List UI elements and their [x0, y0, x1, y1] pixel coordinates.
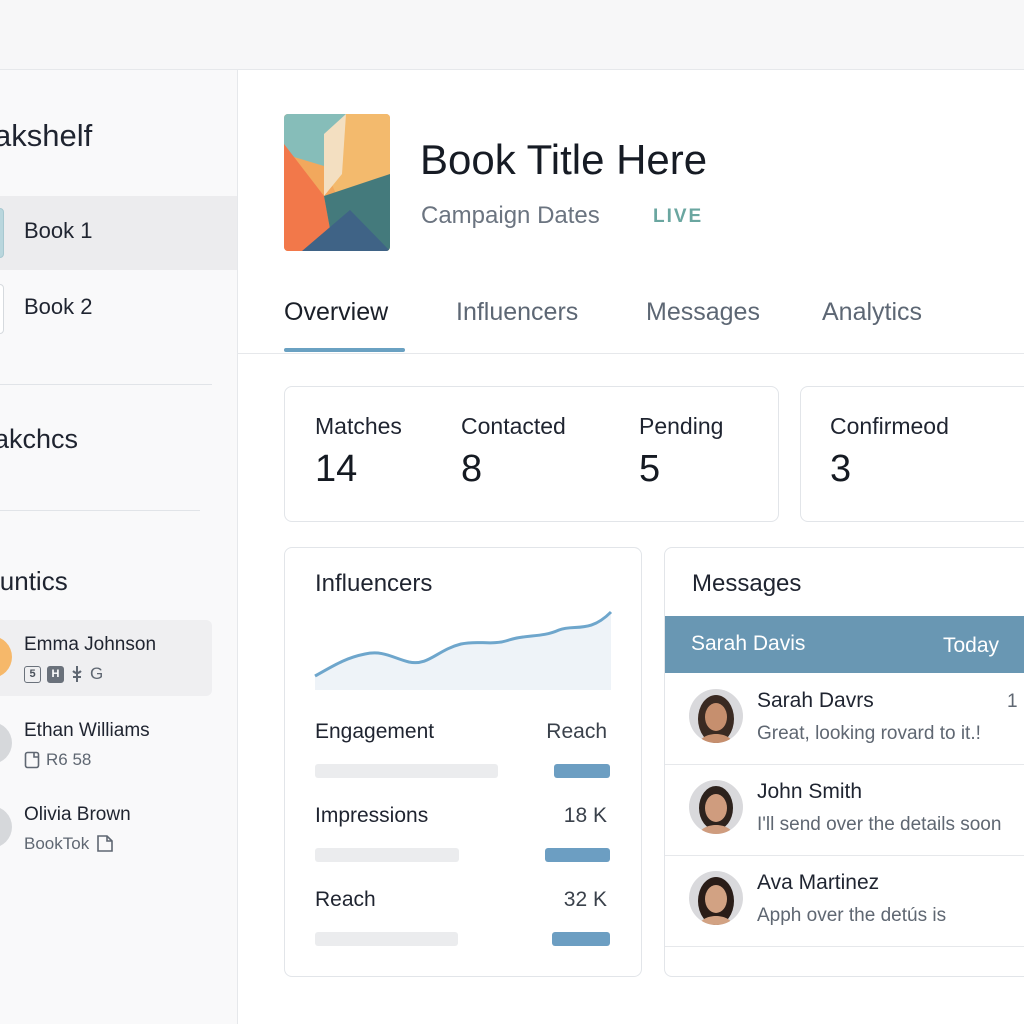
chip-icon: 5: [24, 665, 41, 683]
avatar: [0, 806, 12, 848]
metric-value-engagement: Reach: [546, 720, 607, 743]
campaign-dates: Campaign Dates: [421, 202, 600, 229]
message-item[interactable]: Sarah Davrs Great, looking rovard to it.…: [665, 675, 1024, 765]
page-title: Book Title Here: [420, 136, 708, 183]
book-thumbnail-icon: [0, 208, 4, 258]
sidebar-influencer-olivia-brown[interactable]: Olivia Brown BookTok: [0, 790, 212, 866]
sidebar-divider: [0, 384, 212, 385]
document-icon: [24, 751, 40, 769]
stat-contacted: Contacted 8: [461, 413, 566, 491]
influencer-name: Olivia Brown: [24, 804, 131, 825]
avatar: [689, 780, 743, 834]
metric-track: [315, 848, 459, 862]
metric-track: [315, 932, 458, 946]
metric-bar-impressions: [545, 848, 610, 862]
stat-label: Pending: [639, 413, 724, 439]
influencer-meta-text: BookTok: [24, 834, 90, 853]
avatar: [689, 871, 743, 925]
message-thread-header[interactable]: Sarah Davis Today: [665, 616, 1024, 673]
stat-label: Confirmeod: [830, 413, 949, 439]
thread-timestamp: Today: [943, 634, 1000, 657]
stat-value: 5: [639, 448, 661, 490]
stat-value: 14: [315, 448, 358, 490]
status-badge: LIVE: [653, 206, 704, 227]
book-thumbnail-icon: [0, 284, 4, 334]
file-icon: [97, 835, 114, 852]
sidebar: akshelf Book 1 Book 2 akchcs luntics Emm…: [0, 70, 238, 1024]
message-sender: Ava Martinez: [757, 871, 880, 894]
message-sender: John Smith: [757, 780, 863, 803]
influencer-name: Emma Johnson: [24, 634, 157, 655]
message-preview: Apph over the detús is: [757, 905, 947, 926]
stat-value: 3: [830, 448, 852, 490]
sidebar-item-book-1[interactable]: Book 1: [0, 196, 237, 270]
sidebar-section-title-bookshelf: akshelf: [0, 118, 93, 153]
avatar: [0, 636, 12, 678]
book-cover-image: [284, 114, 390, 251]
sidebar-divider: [0, 510, 200, 511]
message-item[interactable]: Ava Martinez Apph over the detús is: [665, 857, 1024, 947]
sidebar-influencer-ethan-williams[interactable]: Ethan Williams R6 58: [0, 706, 212, 782]
sidebar-item-label: Book 1: [24, 218, 93, 243]
stat-card-confirmed: Confirmeod 3: [800, 386, 1024, 522]
tab-influencers[interactable]: Influencers: [456, 298, 579, 326]
sidebar-section-title-2[interactable]: akchcs: [0, 424, 79, 454]
stat-confirmed: Confirmeod 3: [830, 413, 949, 491]
influencers-card: Influencers Engagement Reach Impressions…: [284, 547, 642, 977]
metric-label-engagement: Engagement: [315, 720, 435, 743]
trend-sparkline: [314, 610, 613, 690]
message-preview: Great, looking rovard to it.!: [757, 723, 981, 744]
influencer-meta: 5 H G: [24, 664, 103, 684]
sidebar-section-title-3: luntics: [0, 566, 68, 596]
influencer-meta-text: G: [90, 664, 104, 683]
influencer-meta: BookTok: [24, 834, 115, 854]
active-tab-indicator: [284, 348, 405, 352]
thread-contact-name: Sarah Davis: [691, 632, 806, 655]
message-item[interactable]: John Smith I'll send over the details so…: [665, 766, 1024, 856]
stat-value: 8: [461, 448, 483, 490]
chip-icon: H: [47, 665, 64, 683]
stats-card: Matches 14 Contacted 8 Pending 5: [284, 386, 779, 522]
stat-label: Matches: [315, 413, 402, 439]
messages-card: Messages Sarah Davis Today Sarah Davrs G…: [664, 547, 1024, 977]
sidebar-influencer-emma-johnson[interactable]: Emma Johnson 5 H G: [0, 620, 212, 696]
tab-bar: Overview Influencers Messages Analytics: [238, 290, 1024, 354]
top-bar: [0, 0, 1024, 70]
influencer-meta-text: R6 58: [46, 750, 92, 769]
influencer-name: Ethan Williams: [24, 720, 150, 741]
metric-bar-engagement: [554, 764, 610, 778]
card-title: Messages: [692, 570, 802, 597]
avatar: [0, 722, 12, 764]
metric-label-impressions: Impressions: [315, 804, 429, 827]
metric-value-reach: 32 K: [563, 888, 607, 911]
message-preview: I'll send over the details soon: [757, 814, 1002, 835]
message-sender: Sarah Davrs: [757, 689, 874, 712]
microphone-icon: [72, 666, 82, 682]
tab-messages[interactable]: Messages: [646, 298, 760, 326]
tab-analytics[interactable]: Analytics: [822, 298, 923, 326]
stat-matches: Matches 14: [315, 413, 402, 491]
influencer-meta: R6 58: [24, 750, 91, 770]
metric-label-reach: Reach: [315, 888, 376, 911]
card-title: Influencers: [315, 570, 433, 597]
sidebar-item-label: Book 2: [24, 294, 93, 319]
stat-label: Contacted: [461, 413, 566, 439]
sidebar-item-book-2[interactable]: Book 2: [0, 272, 237, 346]
tab-overview[interactable]: Overview: [284, 298, 389, 326]
metric-value-impressions: 18 K: [563, 804, 607, 827]
stat-pending: Pending 5: [639, 413, 723, 491]
avatar: [689, 689, 743, 743]
unread-count: 1: [1007, 691, 1018, 712]
metric-bar-reach: [552, 932, 610, 946]
metric-track: [315, 764, 498, 778]
